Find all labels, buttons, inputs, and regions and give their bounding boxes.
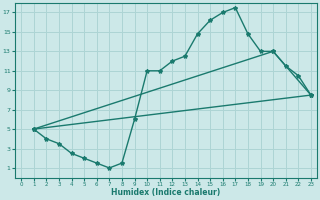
X-axis label: Humidex (Indice chaleur): Humidex (Indice chaleur) <box>111 188 221 197</box>
